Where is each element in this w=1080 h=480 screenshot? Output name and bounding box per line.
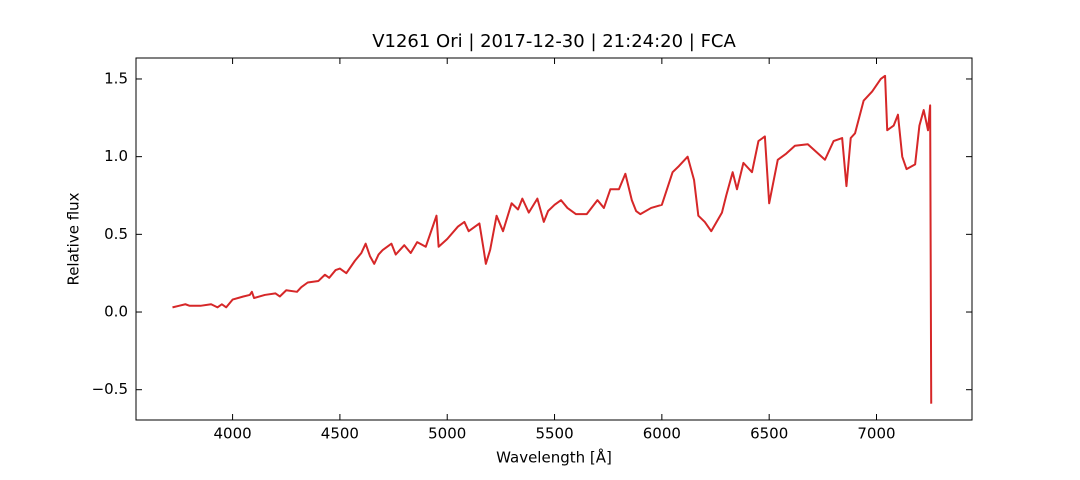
y-tick-label: 1.0	[104, 147, 128, 165]
x-tick-label: 5000	[428, 425, 466, 443]
x-tick-label: 4500	[321, 425, 359, 443]
x-tick-label: 4000	[213, 425, 251, 443]
x-tick-label: 5500	[535, 425, 573, 443]
y-tick-label: 1.5	[104, 69, 128, 87]
x-axis-label: Wavelength [Å]	[496, 448, 612, 467]
plot-frame	[135, 57, 973, 421]
y-tick-label: 0.5	[104, 225, 128, 243]
y-tick-label: −0.5	[92, 380, 128, 398]
x-tick-label: 6500	[750, 425, 788, 443]
y-tick-label: 0.0	[104, 303, 128, 321]
x-tick-label: 6000	[643, 425, 681, 443]
line-series	[172, 74, 933, 404]
y-axis-label: Relative flux	[65, 192, 83, 285]
chart-title: V1261 Ori | 2017-12-30 | 21:24:20 | FCA	[372, 31, 736, 52]
x-tick-label: 7000	[857, 425, 895, 443]
